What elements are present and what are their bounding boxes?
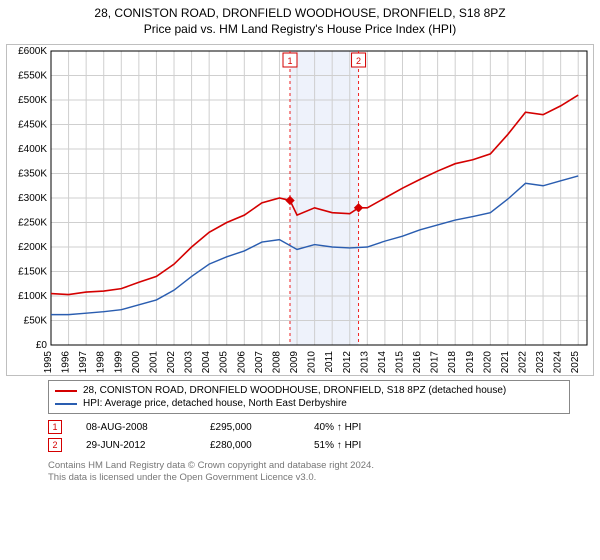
table-row: 1 08-AUG-2008 £295,000 40% ↑ HPI [48, 418, 570, 436]
svg-text:1: 1 [287, 56, 292, 66]
sale-marker-icon: 2 [48, 438, 62, 452]
chart-title: 28, CONISTON ROAD, DRONFIELD WOODHOUSE, … [0, 0, 600, 38]
sale-date: 08-AUG-2008 [86, 422, 186, 433]
svg-text:£400K: £400K [18, 144, 47, 155]
legend-item: 28, CONISTON ROAD, DRONFIELD WOODHOUSE, … [55, 384, 563, 397]
svg-text:£50K: £50K [24, 316, 48, 327]
svg-text:2017: 2017 [430, 351, 441, 374]
svg-text:£300K: £300K [18, 193, 47, 204]
svg-text:2014: 2014 [377, 351, 388, 374]
svg-text:1998: 1998 [96, 351, 107, 374]
svg-text:2013: 2013 [359, 351, 370, 374]
svg-text:2010: 2010 [307, 351, 318, 374]
svg-text:£200K: £200K [18, 242, 47, 253]
svg-text:2020: 2020 [482, 351, 493, 374]
sale-marker-num: 2 [52, 440, 57, 450]
svg-text:2000: 2000 [131, 351, 142, 374]
svg-text:£600K: £600K [18, 46, 47, 57]
title-line-1: 28, CONISTON ROAD, DRONFIELD WOODHOUSE, … [4, 6, 596, 20]
svg-text:2004: 2004 [201, 351, 212, 374]
sale-price: £280,000 [210, 440, 290, 451]
footer-attribution: Contains HM Land Registry data © Crown c… [48, 460, 570, 485]
svg-text:£100K: £100K [18, 291, 47, 302]
svg-text:2022: 2022 [517, 351, 528, 374]
svg-text:2003: 2003 [184, 351, 195, 374]
sale-price: £295,000 [210, 422, 290, 433]
sales-table: 1 08-AUG-2008 £295,000 40% ↑ HPI 2 29-JU… [48, 418, 570, 454]
svg-text:1997: 1997 [78, 351, 89, 374]
sale-marker-icon: 1 [48, 420, 62, 434]
svg-text:2012: 2012 [342, 351, 353, 374]
table-row: 2 29-JUN-2012 £280,000 51% ↑ HPI [48, 436, 570, 454]
svg-text:2009: 2009 [289, 351, 300, 374]
svg-text:2021: 2021 [500, 351, 511, 374]
svg-text:1996: 1996 [61, 351, 72, 374]
svg-text:2005: 2005 [219, 351, 230, 374]
svg-text:2007: 2007 [254, 351, 265, 374]
title-line-2: Price paid vs. HM Land Registry's House … [4, 22, 596, 36]
svg-text:2: 2 [356, 56, 361, 66]
svg-text:2025: 2025 [570, 351, 581, 374]
svg-text:2024: 2024 [553, 351, 564, 374]
sale-date: 29-JUN-2012 [86, 440, 186, 451]
svg-text:£550K: £550K [18, 71, 47, 82]
legend-swatch [55, 390, 77, 392]
svg-text:£150K: £150K [18, 267, 47, 278]
svg-text:2015: 2015 [394, 351, 405, 374]
footer-line-1: Contains HM Land Registry data © Crown c… [48, 460, 570, 472]
svg-text:2016: 2016 [412, 351, 423, 374]
svg-text:2011: 2011 [324, 351, 335, 373]
svg-text:1995: 1995 [43, 351, 54, 374]
svg-text:2023: 2023 [535, 351, 546, 374]
footer-line-2: This data is licensed under the Open Gov… [48, 472, 570, 484]
svg-text:2018: 2018 [447, 351, 458, 374]
sale-hpi-delta: 40% ↑ HPI [314, 422, 361, 433]
legend-swatch [55, 403, 77, 405]
svg-text:£500K: £500K [18, 95, 47, 106]
svg-text:1999: 1999 [113, 351, 124, 374]
svg-text:£250K: £250K [18, 218, 47, 229]
svg-text:£450K: £450K [18, 120, 47, 131]
legend-label: HPI: Average price, detached house, Nort… [83, 398, 347, 409]
legend-item: HPI: Average price, detached house, Nort… [55, 397, 563, 410]
chart-container: £0 £50K £100K £150K £200K £250K £300K £350K £400… [6, 44, 594, 376]
svg-text:2002: 2002 [166, 351, 177, 374]
legend: 28, CONISTON ROAD, DRONFIELD WOODHOUSE, … [48, 380, 570, 414]
svg-text:2019: 2019 [465, 351, 476, 374]
svg-text:2008: 2008 [271, 351, 282, 374]
svg-text:2001: 2001 [148, 351, 159, 374]
line-chart: £0 £50K £100K £150K £200K £250K £300K £350K £400… [7, 45, 593, 375]
sale-hpi-delta: 51% ↑ HPI [314, 440, 361, 451]
svg-text:2006: 2006 [236, 351, 247, 374]
sale-marker-num: 1 [52, 422, 57, 432]
legend-label: 28, CONISTON ROAD, DRONFIELD WOODHOUSE, … [83, 385, 506, 396]
svg-text:£350K: £350K [18, 169, 47, 180]
svg-text:£0: £0 [36, 340, 48, 351]
